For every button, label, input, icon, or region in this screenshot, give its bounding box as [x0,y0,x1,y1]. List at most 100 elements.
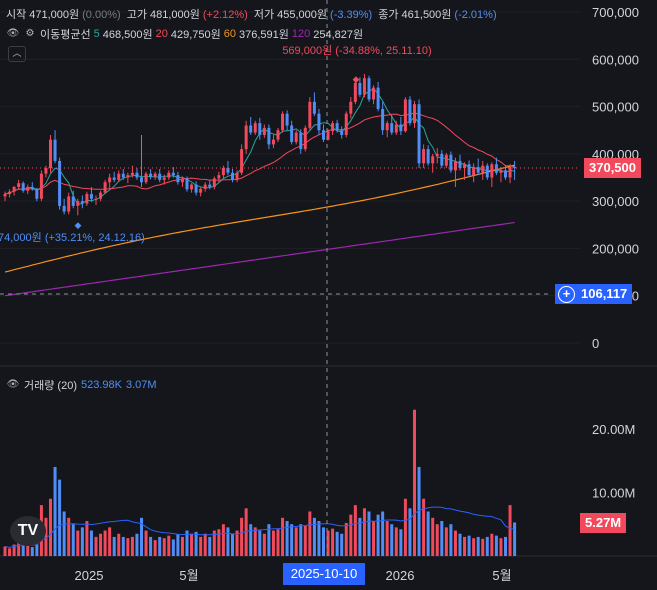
volume-bar [162,538,166,556]
volume-bar [440,521,444,556]
candle-body [472,167,476,176]
grid [0,11,580,344]
volume-bar [417,466,421,556]
candle-body [372,87,376,100]
eye-icon[interactable]: 👁 [6,379,20,390]
volume-bar [26,545,30,556]
candle-body [171,172,175,176]
candle-body [203,184,207,189]
candle-body [67,196,71,212]
candle-body [508,167,512,178]
close-value: 461,500원 [401,9,452,21]
candle-body [253,123,257,133]
volume-bar [149,536,153,556]
volume-bar [135,533,139,556]
candle-body [281,113,285,131]
candle-body [76,201,80,206]
candle-body [180,178,184,183]
volume-bar [3,546,7,556]
volume-legend[interactable]: 👁 거래량 (20) 523.98K 3.07M [6,377,157,393]
add-alert-icon[interactable]: + [558,285,575,303]
volume-bar [85,521,89,556]
candle-body [26,186,30,191]
volume-bar [504,536,507,556]
tradingview-logo[interactable]: TV [10,516,46,546]
volume-bar [317,521,321,556]
volume-bar [130,536,134,556]
volume-tick: 20.00M [592,422,635,437]
candle-body [121,173,125,178]
volume-bars [3,409,517,556]
crosshair-price-tag[interactable]: + 106,117 [555,284,633,304]
high-label: 고가 [126,9,147,21]
volume-bar [103,530,107,556]
candle-body [208,184,212,187]
candle-body [3,194,7,197]
volume-bar [203,533,207,556]
volume-bar [344,522,348,556]
candle-body [399,124,403,132]
candle-body [17,183,21,187]
volume-bar [49,498,52,556]
volume-bar [71,524,75,556]
high-value: 481,000원 [149,9,200,21]
candle-body [39,173,43,199]
volume-bar [21,543,25,556]
settings-icon[interactable]: ⚙ [25,28,35,39]
collapse-legend-button[interactable]: ︿ [8,46,26,62]
volume-bar [167,535,171,556]
volume-bar [353,505,357,556]
close-change: (-2.01%) [454,9,497,21]
volume-bar [453,530,457,556]
candle-body [426,149,430,164]
volume-bar [499,538,503,556]
volume-value-2: 3.07M [125,379,157,391]
volume-bar [221,524,225,556]
time-axis[interactable]: 2025 5월 2026 5월 [75,568,512,583]
candle-body [103,182,107,193]
volume-bar [231,533,234,556]
ma-legend[interactable]: 👁 ⚙ 이동평균선 5 468,500원 20 429,750원 60 376,591… [6,26,366,42]
open-value: 471,000원 [29,9,80,21]
candle-body [335,123,339,131]
candle-body [135,172,139,178]
candle-body [358,82,362,95]
candle-body [440,153,444,166]
candle-body [485,165,489,178]
price-tick: 700,000 [592,5,639,20]
volume-bar [94,536,98,556]
low-label: 저가 [253,9,275,21]
volume-bar [226,527,230,556]
volume-ma-line [4,506,515,548]
low-value: 455,000원 [277,9,328,21]
candle-body [267,127,271,145]
volume-bar [508,505,512,556]
candle-body [381,108,385,131]
ohlc-legend: 시작 471,000원 (0.00%) 고가 481,000원 (+2.12%) 저가 4… [6,6,500,22]
candle-body [476,167,480,173]
volume-bar [467,535,471,556]
candle-body [290,125,294,143]
candle-body [481,165,485,173]
candle-body [390,123,394,133]
volume-bar [185,530,189,556]
volume-bar [153,540,157,556]
volume-bar [308,511,312,556]
ma20-period: 20 [155,28,168,40]
volume-bar [413,409,416,556]
candle-body [422,149,426,164]
volume-bar [390,524,394,556]
volume-bar [367,511,371,556]
volume-bar [58,479,62,556]
volume-bar [176,534,180,556]
candle-body [71,196,75,206]
candle-body [212,178,216,187]
volume-bar [140,517,143,556]
eye-icon[interactable]: 👁 [6,28,20,39]
volume-bar [385,521,389,556]
candle-body [435,153,439,157]
volume-bar [494,535,498,556]
volume-bar [472,538,476,556]
price-tick: 500,000 [592,100,639,115]
